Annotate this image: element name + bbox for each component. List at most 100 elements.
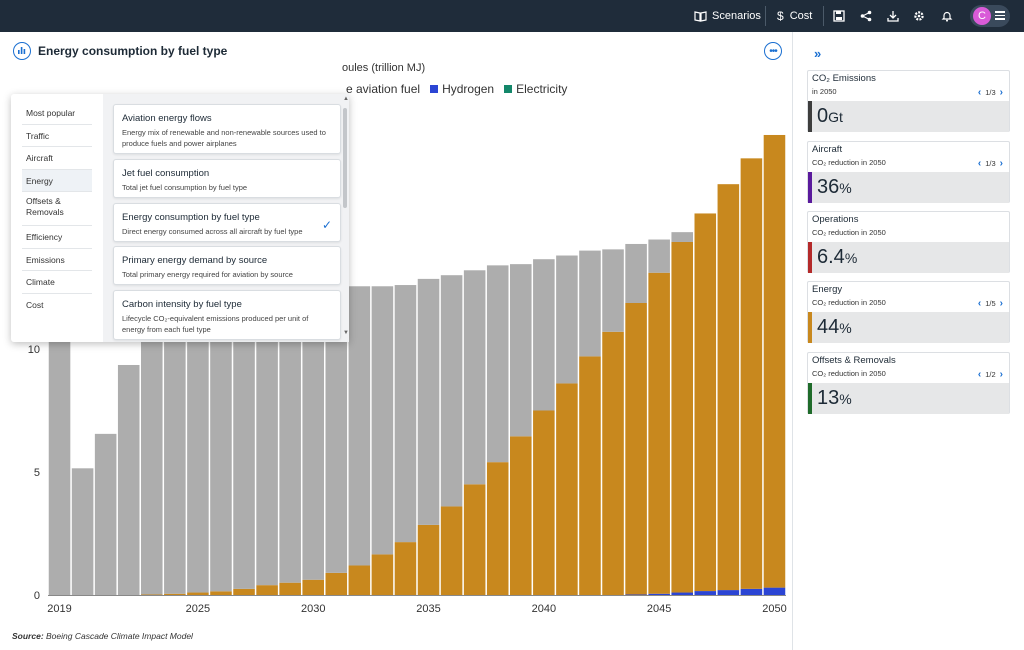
bar-sustainable-aviation-fuel-2039[interactable] — [510, 436, 532, 595]
bar-sustainable-aviation-fuel-2038[interactable] — [486, 462, 509, 595]
bar-other-2026[interactable] — [210, 272, 232, 592]
bar-sustainable-aviation-fuel-2031[interactable] — [325, 572, 348, 595]
category-climate[interactable]: Climate — [22, 271, 92, 294]
bar-other-2032[interactable] — [348, 286, 371, 566]
bar-sustainable-aviation-fuel-2030[interactable] — [302, 579, 324, 595]
category-traffic[interactable]: Traffic — [22, 125, 92, 147]
bar-hydrogen-2049[interactable] — [740, 588, 763, 595]
bar-sustainable-aviation-fuel-2029[interactable] — [279, 582, 301, 595]
settings-button[interactable] — [913, 0, 925, 32]
kpi-card-offsets-removals[interactable]: Offsets & Removals CO₂ reduction in 2050… — [807, 352, 1010, 414]
bar-sustainable-aviation-fuel-2045[interactable] — [648, 272, 670, 594]
bar-sustainable-aviation-fuel-2042[interactable] — [579, 356, 601, 595]
bar-other-2033[interactable] — [371, 286, 394, 555]
share-button[interactable] — [860, 0, 872, 32]
bar-sustainable-aviation-fuel-2034[interactable] — [394, 542, 417, 595]
bar-sustainable-aviation-fuel-2036[interactable] — [440, 506, 463, 595]
bar-sustainable-aviation-fuel-2025[interactable] — [187, 592, 209, 595]
bar-hydrogen-2048[interactable] — [717, 590, 740, 595]
bar-other-2023[interactable] — [141, 278, 163, 595]
bar-other-2029[interactable] — [279, 280, 301, 583]
chart-type-button[interactable] — [13, 42, 31, 60]
chevron-left-icon[interactable]: ‹ — [977, 298, 982, 309]
category-efficiency[interactable]: Efficiency — [22, 226, 92, 249]
bar-other-2019[interactable] — [48, 312, 71, 595]
category-energy[interactable]: Energy — [22, 169, 92, 192]
bar-other-2042[interactable] — [579, 250, 601, 357]
kpi-card-co2-emissions[interactable]: CO₂ Emissions in 2050 ‹ 1/3 › 0Gt — [807, 70, 1010, 132]
collapse-panel-icon[interactable]: » — [814, 46, 822, 61]
bar-sustainable-aviation-fuel-2041[interactable] — [556, 383, 578, 595]
bar-sustainable-aviation-fuel-2048[interactable] — [717, 184, 740, 591]
bar-other-2044[interactable] — [625, 243, 647, 303]
bar-other-2034[interactable] — [394, 285, 417, 543]
category-cost[interactable]: Cost — [26, 299, 44, 310]
bar-other-2045[interactable] — [648, 239, 670, 273]
category-aircraft[interactable]: Aircraft — [22, 147, 92, 170]
bar-other-2037[interactable] — [463, 270, 486, 485]
bar-sustainable-aviation-fuel-2027[interactable] — [233, 588, 255, 595]
chart-option-aviation-energy-flows[interactable]: Aviation energy flows Energy mix of rene… — [113, 104, 341, 154]
chevron-left-icon[interactable]: ‹ — [977, 369, 982, 380]
bar-sustainable-aviation-fuel-2047[interactable] — [694, 213, 717, 592]
notifications-button[interactable] — [941, 0, 953, 32]
bar-sustainable-aviation-fuel-2037[interactable] — [463, 484, 486, 595]
scroll-up-icon[interactable]: ▲ — [343, 96, 349, 102]
chevron-right-icon[interactable]: › — [999, 87, 1003, 98]
chart-option-carbon-intensity[interactable]: Carbon intensity by fuel type Lifecycle … — [113, 290, 341, 340]
bar-sustainable-aviation-fuel-2032[interactable] — [348, 565, 371, 595]
bar-sustainable-aviation-fuel-2049[interactable] — [740, 158, 763, 589]
kpi-card-operations[interactable]: Operations CO₂ reduction in 2050 6.4% — [807, 211, 1010, 273]
bar-other-2039[interactable] — [510, 264, 532, 437]
chart-option-jet-fuel-consumption[interactable]: Jet fuel consumption Total jet fuel cons… — [113, 159, 341, 198]
bar-other-2038[interactable] — [486, 265, 509, 463]
bar-sustainable-aviation-fuel-2040[interactable] — [533, 410, 555, 596]
bar-other-2022[interactable] — [117, 364, 140, 595]
bar-other-2031[interactable] — [325, 291, 348, 573]
bar-sustainable-aviation-fuel-2044[interactable] — [625, 302, 647, 595]
kpi-card-aircraft[interactable]: Aircraft CO₂ reduction in 2050 ‹ 1/3 › 36% — [807, 141, 1010, 203]
bar-other-2040[interactable] — [533, 259, 555, 411]
chevron-right-icon[interactable]: › — [999, 369, 1003, 380]
chart-option-primary-energy-demand[interactable]: Primary energy demand by source Total pr… — [113, 246, 341, 285]
legend-item-saf[interactable]: e aviation fuel — [346, 82, 420, 96]
bar-other-2025[interactable] — [187, 270, 209, 593]
user-menu[interactable]: C — [970, 5, 1010, 27]
scenarios-button[interactable]: Scenarios — [694, 0, 761, 32]
bar-other-2028[interactable] — [256, 277, 278, 586]
bar-sustainable-aviation-fuel-2024[interactable] — [164, 593, 186, 595]
more-options-button[interactable]: ••• — [764, 42, 782, 60]
legend-item-electricity[interactable]: Electricity — [504, 82, 567, 96]
dropdown-scrollbar[interactable] — [343, 108, 347, 208]
scroll-down-icon[interactable]: ▼ — [343, 330, 349, 336]
category-most-popular[interactable]: Most popular — [22, 102, 92, 125]
chevron-right-icon[interactable]: › — [999, 298, 1003, 309]
bar-hydrogen-2050[interactable] — [763, 587, 786, 595]
bar-other-2024[interactable] — [164, 267, 186, 594]
bar-other-2041[interactable] — [556, 255, 578, 384]
download-button[interactable] — [887, 0, 899, 32]
chevron-left-icon[interactable]: ‹ — [977, 87, 982, 98]
kpi-card-energy[interactable]: Energy CO₂ reduction in 2050 ‹ 1/5 › 44% — [807, 281, 1010, 343]
chevron-right-icon[interactable]: › — [999, 158, 1003, 169]
bar-other-2036[interactable] — [440, 275, 463, 507]
bar-sustainable-aviation-fuel-2028[interactable] — [256, 585, 278, 595]
bar-sustainable-aviation-fuel-2026[interactable] — [210, 591, 232, 595]
bar-hydrogen-2047[interactable] — [694, 591, 717, 595]
bar-hydrogen-2045[interactable] — [648, 593, 670, 595]
chart-option-energy-consumption[interactable]: Energy consumption by fuel type Direct e… — [113, 203, 341, 242]
bar-other-2021[interactable] — [94, 433, 117, 595]
bar-sustainable-aviation-fuel-2033[interactable] — [371, 554, 394, 595]
bar-other-2027[interactable] — [233, 275, 255, 589]
bar-other-2046[interactable] — [671, 232, 693, 242]
bar-other-2043[interactable] — [602, 249, 624, 332]
bar-other-2020[interactable] — [71, 468, 94, 595]
cost-button[interactable]: $ Cost — [777, 0, 812, 32]
category-offsets-removals[interactable]: Offsets & Removals — [22, 192, 92, 226]
bar-sustainable-aviation-fuel-2035[interactable] — [417, 524, 440, 595]
bar-sustainable-aviation-fuel-2050[interactable] — [763, 134, 786, 588]
legend-item-hydrogen[interactable]: Hydrogen — [430, 82, 494, 96]
bar-sustainable-aviation-fuel-2046[interactable] — [671, 241, 693, 593]
bar-other-2035[interactable] — [417, 278, 440, 525]
save-button[interactable] — [833, 0, 845, 32]
